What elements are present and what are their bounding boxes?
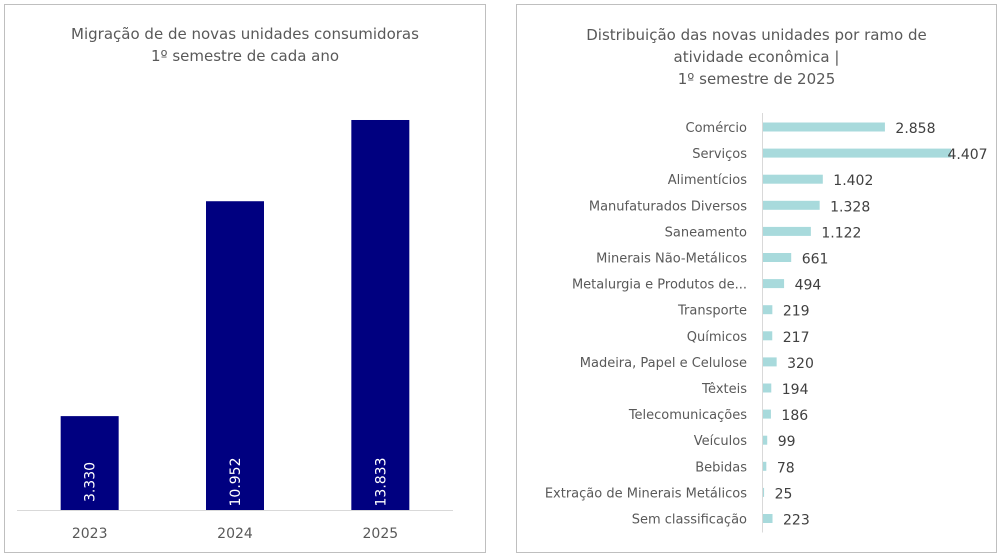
bar-value-label-2025: 13.833 [373, 458, 389, 507]
right-chart-title: Distribuição das novas unidades por ramo… [517, 24, 996, 90]
category-label-3: Manufaturados Diversos [589, 199, 747, 214]
right-chart-title-line3: 1º semestre de 2025 [677, 70, 836, 88]
hbar-4 [763, 226, 811, 236]
bar-2025 [351, 119, 410, 510]
category-label-7: Transporte [677, 304, 747, 319]
category-label-9: Madeira, Papel e Celulose [580, 356, 747, 371]
bar-2024 [206, 201, 264, 511]
x-tick-label-2023: 2023 [72, 526, 108, 542]
hbar-value-label-6: 494 [795, 278, 822, 294]
hbar-13 [763, 461, 767, 471]
hbar-value-label-15: 223 [783, 513, 810, 529]
bar-2023 [60, 416, 119, 510]
category-label-1: Serviços [692, 147, 747, 162]
hbar-15 [763, 514, 773, 523]
category-label-13: Bebidas [695, 460, 747, 475]
category-label-15: Sem classificação [632, 513, 747, 528]
hbar-10 [763, 383, 772, 393]
left-chart-title: Migração de de novas unidades consumidor… [5, 23, 485, 67]
right-chart-panel: Distribuição das novas unidades por ramo… [516, 4, 997, 553]
hbar-value-label-2: 1.402 [833, 173, 873, 189]
category-label-12: Veículos [694, 434, 747, 449]
category-label-6: Metalurgia e Produtos de... [572, 278, 747, 293]
category-label-0: Comércio [686, 121, 748, 136]
hbar-value-label-7: 219 [783, 304, 810, 320]
hbar-1 [763, 148, 951, 158]
category-label-10: Têxteis [701, 382, 747, 397]
left-chart-subtitle: 1º semestre de cada ano [150, 47, 340, 65]
hbar-value-label-12: 99 [778, 434, 796, 450]
right-chart-title-line1: Distribuição das novas unidades por ramo… [586, 26, 927, 44]
hbar-9 [763, 357, 777, 367]
category-label-5: Minerais Não-Metálicos [596, 252, 747, 267]
hbar-value-label-14: 25 [775, 486, 793, 502]
hbar-0 [763, 122, 885, 132]
category-label-11: Telecomunicações [628, 408, 747, 423]
right-chart-plot: Comércio 2.858 Serviços 4.407 Alimentícios 1.… [545, 113, 988, 533]
category-label-14: Extração de Minerais Metálicos [545, 486, 747, 501]
hbar-value-label-8: 217 [783, 330, 810, 346]
hbar-value-label-10: 194 [782, 382, 809, 398]
left-chart-plot: 3.330 2023 10.952 2024 13.833 2025 [17, 119, 453, 542]
hbar-11 [763, 409, 771, 419]
hbar-8 [763, 331, 773, 341]
hbar-7 [763, 305, 773, 315]
x-tick-label-2025: 2025 [363, 526, 399, 542]
hbar-5 [763, 253, 792, 262]
left-chart-panel: Migração de de novas unidades consumidor… [4, 4, 486, 553]
hbar-12 [763, 435, 768, 445]
hbar-14 [763, 487, 765, 497]
hbar-value-label-13: 78 [777, 460, 795, 476]
hbar-value-label-1: 4.407 [948, 147, 988, 163]
hbar-value-label-9: 320 [787, 356, 814, 372]
category-label-4: Saneamento [665, 225, 747, 240]
hbar-value-label-11: 186 [781, 408, 808, 424]
hbar-value-label-5: 661 [802, 252, 829, 268]
x-tick-label-2024: 2024 [217, 526, 253, 542]
category-label-8: Químicos [687, 330, 747, 345]
right-chart-title-line2: atividade econômica | [673, 48, 840, 66]
hbar-2 [763, 174, 823, 184]
hbar-6 [763, 279, 785, 289]
hbar-value-label-0: 2.858 [895, 121, 935, 137]
hbar-3 [763, 200, 820, 210]
hbar-value-label-3: 1.328 [830, 199, 870, 215]
bar-value-label-2024: 10.952 [228, 458, 244, 507]
hbar-value-label-4: 1.122 [821, 225, 861, 241]
category-label-2: Alimentícios [668, 173, 747, 188]
left-chart-title-line1: Migração de de novas unidades consumidor… [71, 25, 419, 43]
bar-value-label-2023: 3.330 [83, 462, 99, 502]
